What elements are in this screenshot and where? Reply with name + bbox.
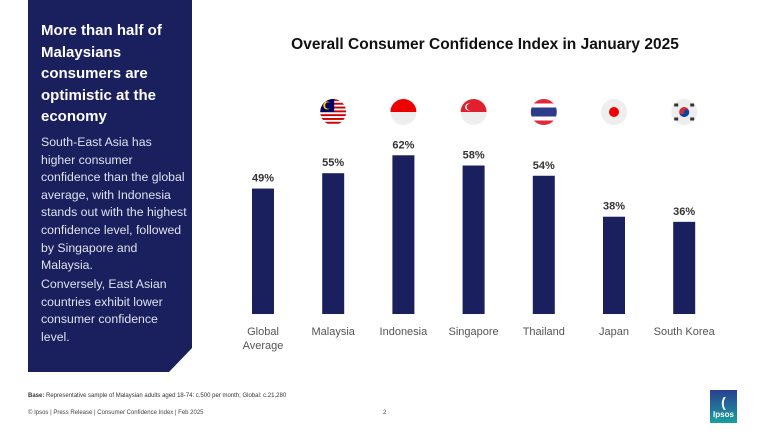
value-label: 62%	[392, 139, 414, 151]
value-label: 55%	[322, 157, 344, 169]
base-note: Base: Representative sample of Malaysian…	[28, 393, 286, 399]
bar-malaysia	[322, 173, 345, 314]
ipsos-logo: (Ipsos	[710, 390, 737, 423]
bar-thailand	[532, 175, 555, 314]
category-label: Japan	[599, 326, 629, 338]
bar-global-average	[252, 188, 274, 314]
value-label: 38%	[603, 201, 625, 213]
paragraph-1: South-East Asia has higher consumer conf…	[41, 135, 187, 273]
paragraph-2: Conversely, East Asian countries exhibit…	[41, 277, 167, 344]
bar-chart: 49% Global Average 55% Malaysia 62% Indonesia 5…	[243, 99, 716, 352]
bar-japan	[603, 216, 625, 314]
value-label: 54%	[533, 160, 555, 172]
category-label: Average	[243, 340, 284, 352]
thailand-flag-icon	[530, 99, 557, 125]
chart-title: Overall Consumer Confidence Index in Jan…	[291, 36, 679, 53]
category-label: Thailand	[523, 326, 565, 338]
category-label: Malaysia	[311, 326, 355, 338]
page-number: 2	[383, 410, 387, 416]
value-label: 49%	[252, 173, 274, 185]
bar-south-korea	[673, 221, 696, 314]
bar-indonesia	[392, 155, 415, 314]
value-label: 58%	[463, 150, 485, 162]
category-label: Global	[247, 326, 279, 338]
japan-flag-icon	[601, 99, 627, 125]
category-label: Indonesia	[380, 326, 429, 338]
bar-singapore	[462, 165, 485, 314]
base-label: Base:	[28, 393, 45, 399]
south-korea-flag-icon	[671, 99, 698, 125]
malaysia-flag-icon	[320, 99, 347, 125]
indonesia-flag-icon	[390, 99, 417, 125]
headline: More than half of Malaysians consumers a…	[41, 22, 162, 125]
category-label: South Korea	[654, 326, 716, 338]
value-label: 36%	[673, 206, 695, 218]
summary-panel: More than half of Malaysians consumers a…	[28, 0, 192, 372]
category-label: Singapore	[449, 326, 499, 338]
base-text: Representative sample of Malaysian adult…	[46, 393, 287, 399]
singapore-flag-icon	[460, 99, 487, 125]
footer-credit: © Ipsos | Press Release | Consumer Confi…	[28, 410, 204, 416]
